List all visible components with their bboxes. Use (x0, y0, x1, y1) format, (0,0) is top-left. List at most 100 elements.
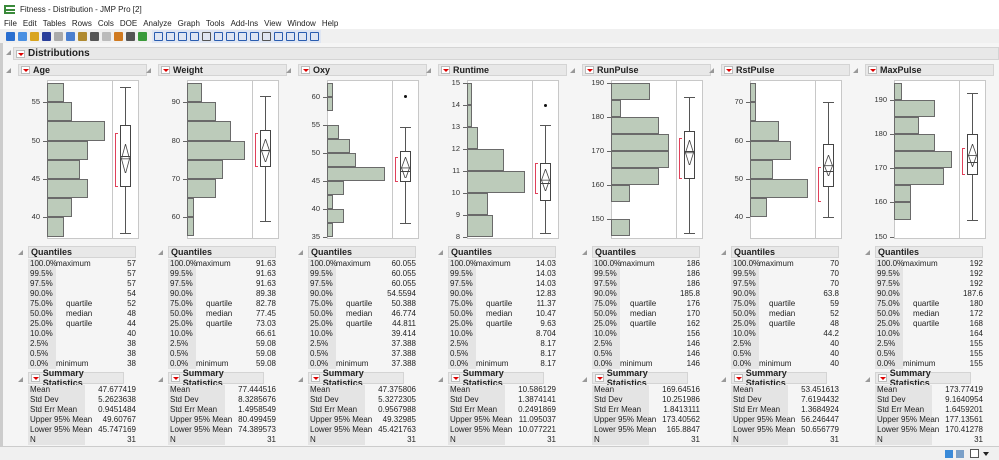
grabber-icon[interactable] (178, 31, 187, 41)
red-triangle-menu-icon[interactable] (21, 66, 30, 74)
panel-header[interactable]: Oxy (298, 64, 427, 76)
distributions-header[interactable]: Distributions (13, 47, 999, 60)
histogram-bar[interactable] (327, 180, 345, 195)
summary-statistics-header[interactable]: Summary Statistics (875, 368, 971, 388)
menu-rows[interactable]: Rows (71, 19, 92, 28)
histogram-bar[interactable] (467, 214, 494, 237)
new-script-icon[interactable] (18, 31, 27, 41)
histogram-bar[interactable] (467, 149, 504, 171)
histogram-bar[interactable] (894, 185, 911, 203)
histogram-bar[interactable] (894, 151, 952, 169)
menu-graph[interactable]: Graph (177, 19, 200, 28)
histogram-bar[interactable] (894, 83, 903, 101)
histogram-bar[interactable] (467, 192, 489, 215)
histogram-bar[interactable] (47, 83, 64, 103)
histogram-bar[interactable] (611, 117, 660, 135)
histogram-bar[interactable] (611, 100, 621, 118)
summary-statistics-header[interactable]: Summary Statistics (592, 368, 688, 388)
outlier-point[interactable] (544, 103, 547, 107)
panel-header[interactable]: Weight (158, 64, 287, 76)
histogram-bar[interactable] (611, 134, 669, 152)
red-triangle-menu-icon[interactable] (441, 66, 450, 74)
histogram-bar[interactable] (894, 117, 919, 135)
histogram-bar[interactable] (47, 140, 89, 160)
histogram-bar[interactable] (327, 208, 345, 223)
menu-doe[interactable]: DOE (119, 19, 138, 28)
histogram-bar[interactable] (327, 194, 333, 209)
summary-statistics-header[interactable]: Summary Statistics (168, 368, 264, 388)
brush-icon[interactable] (214, 31, 223, 41)
histogram-bar[interactable] (47, 159, 81, 180)
histogram-bar[interactable] (467, 83, 473, 106)
histogram-bar[interactable] (187, 121, 231, 141)
histogram-bar[interactable] (467, 105, 473, 128)
panel-header[interactable]: Age (18, 64, 147, 76)
histogram-bar[interactable] (327, 222, 333, 237)
annotate-icon[interactable] (286, 31, 295, 41)
save-icon[interactable] (42, 31, 51, 41)
lasso-icon[interactable] (226, 31, 235, 41)
red-triangle-menu-icon[interactable] (868, 66, 877, 74)
menu-tools[interactable]: Tools (205, 19, 225, 28)
quartile-box[interactable] (540, 162, 551, 202)
histogram-bar[interactable] (327, 166, 385, 181)
red-triangle-menu-icon[interactable] (734, 374, 743, 382)
dropdown-icon[interactable] (983, 452, 989, 456)
histogram-bar[interactable] (750, 102, 756, 122)
disclosure-icon[interactable] (158, 250, 163, 255)
quantiles-header[interactable]: Quantiles (308, 246, 416, 258)
histogram-bar[interactable] (327, 82, 333, 97)
red-triangle-menu-icon[interactable] (301, 66, 310, 74)
journal-icon[interactable] (90, 31, 99, 41)
histogram-bar[interactable] (187, 178, 216, 198)
disclosure-icon[interactable] (6, 50, 11, 55)
histogram-bar[interactable] (47, 179, 89, 199)
disclosure-icon[interactable] (582, 250, 587, 255)
menu-analyze[interactable]: Analyze (143, 19, 172, 28)
quartile-box[interactable] (684, 130, 695, 179)
outlier-point[interactable] (404, 95, 407, 99)
panel-header[interactable]: Runtime (438, 64, 567, 76)
red-triangle-menu-icon[interactable] (878, 374, 887, 382)
hand-icon[interactable] (202, 31, 211, 41)
disclosure-icon[interactable] (438, 250, 443, 255)
histogram-bar[interactable] (327, 124, 339, 139)
open-icon[interactable] (30, 31, 39, 41)
histogram-bar[interactable] (894, 134, 936, 152)
histogram-bar[interactable] (750, 121, 779, 141)
quantiles-header[interactable]: Quantiles (168, 246, 276, 258)
histogram-bar[interactable] (611, 219, 631, 237)
disclosure-icon[interactable] (438, 377, 443, 382)
histogram-bar[interactable] (611, 185, 631, 203)
red-triangle-menu-icon[interactable] (16, 49, 25, 58)
histogram-bar[interactable] (894, 202, 911, 220)
disclosure-icon[interactable] (18, 377, 23, 382)
red-triangle-menu-icon[interactable] (595, 374, 604, 382)
new-table-icon[interactable] (6, 31, 15, 41)
histogram-bar[interactable] (467, 127, 478, 150)
zoom-in-icon[interactable] (190, 31, 199, 41)
oval-icon[interactable] (310, 31, 319, 41)
histogram-bar[interactable] (467, 171, 525, 193)
polygon-icon[interactable] (298, 31, 307, 41)
data-table-icon[interactable] (114, 31, 123, 41)
histogram-bar[interactable] (187, 217, 195, 237)
histogram-bar[interactable] (611, 168, 660, 186)
copy-icon[interactable] (66, 31, 75, 41)
histogram-bar[interactable] (750, 178, 808, 198)
arrow-icon[interactable] (154, 31, 163, 41)
disclosure-icon[interactable] (865, 250, 870, 255)
disclosure-icon[interactable] (721, 250, 726, 255)
quantiles-header[interactable]: Quantiles (28, 246, 136, 258)
cut-icon[interactable] (54, 31, 63, 41)
menu-help[interactable]: Help (321, 19, 339, 28)
quantiles-header[interactable]: Quantiles (448, 246, 556, 258)
red-triangle-menu-icon[interactable] (585, 66, 594, 74)
disclosure-icon[interactable] (582, 377, 587, 382)
magnifier-icon[interactable] (238, 31, 247, 41)
summary-statistics-header[interactable]: Summary Statistics (28, 368, 124, 388)
histogram-bar[interactable] (47, 198, 72, 218)
menu-cols[interactable]: Cols (97, 19, 114, 28)
add-icon[interactable] (138, 31, 147, 41)
histogram-bar[interactable] (750, 83, 756, 103)
